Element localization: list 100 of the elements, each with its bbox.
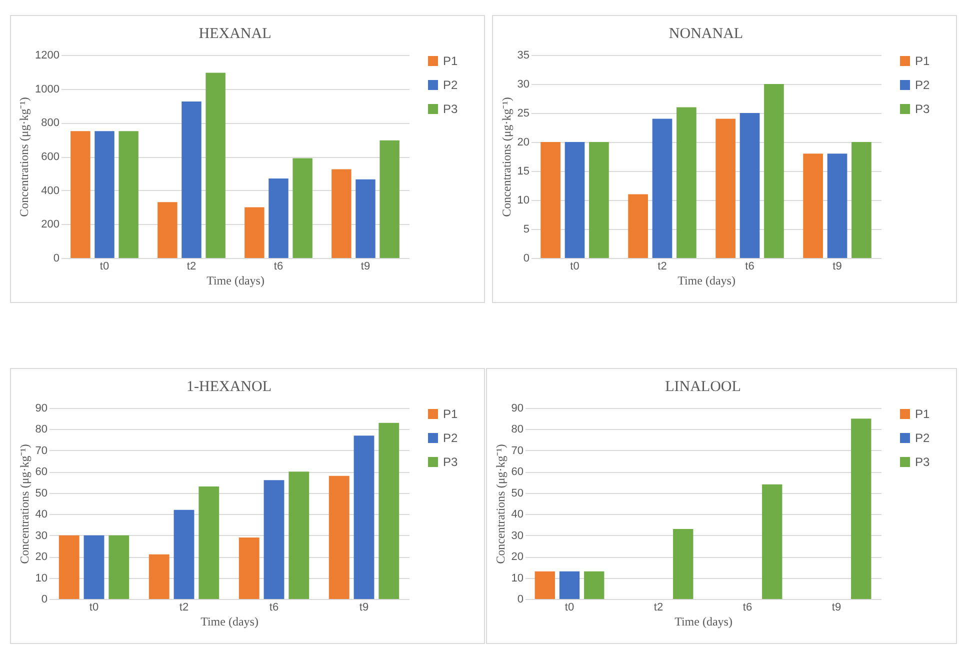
chart-title: LINALOOL [665,379,741,395]
x-tick-label: t6 [269,602,279,614]
bar [564,142,585,258]
legend-label: P1 [915,54,930,68]
legend-label: P3 [915,102,930,116]
x-tick-label: t9 [359,602,369,614]
bar [740,113,760,258]
y-tick-label: 70 [35,444,48,457]
bar [559,571,580,599]
legend-label: P3 [915,455,930,469]
bar [94,131,114,258]
y-tick-label: 20 [35,551,48,564]
x-tick-label: t2 [179,602,189,614]
y-tick-label: 10 [35,572,48,584]
bar [268,178,288,258]
bar [174,510,194,599]
bar [182,102,202,258]
bar [676,107,696,258]
bar [652,118,672,258]
bar [803,154,823,258]
bar [58,535,80,599]
chart-title: 1-HEXANOL [186,379,272,395]
y-tick-label: 30 [517,78,530,90]
y-tick-label: 90 [511,402,524,414]
x-tick-label: t9 [832,602,842,614]
bar [356,179,376,258]
bar [851,418,872,599]
legend-label: P2 [915,431,930,445]
bar [198,486,220,599]
bar [540,142,560,258]
x-tick-label: t0 [89,602,99,614]
bar [716,118,736,258]
x-tick-label: t2 [654,602,664,614]
y-axis-title: Concentrations (μg·kg⁻¹) [499,97,514,217]
x-tick-label: t0 [100,260,110,272]
y-tick-label: 400 [41,184,60,197]
bar [762,484,782,599]
x-axis-title: Time (days) [674,614,732,628]
bar [206,72,226,258]
y-tick-label: 30 [511,530,524,542]
x-tick-label: t9 [360,260,370,272]
bar [148,554,170,599]
x-tick-label: t0 [570,260,580,272]
y-tick-label: 70 [511,444,524,457]
bar [584,571,604,599]
chart-title: HEXANAL [198,26,272,42]
x-tick-label: t6 [742,602,752,614]
x-tick-label: t6 [274,260,284,272]
y-tick-label: 0 [41,594,48,606]
legend-label: P1 [915,407,930,421]
bar [328,476,350,599]
bar [589,142,609,258]
y-tick-label: 50 [511,487,524,500]
bar [118,131,138,258]
y-tick-label: 0 [53,252,60,264]
y-tick-label: 10 [517,194,530,206]
y-tick-label: 30 [35,530,48,542]
y-tick-label: 25 [517,108,530,120]
y-tick-label: 5 [523,224,530,236]
bar [378,422,400,599]
bar [354,436,374,599]
y-tick-label: 600 [41,151,60,163]
bar [332,169,352,258]
x-axis-title: Time (days) [678,274,736,288]
x-tick-label: t6 [745,260,754,272]
y-tick-label: 0 [517,594,524,606]
legend-label: P2 [443,78,458,92]
bar [238,537,260,599]
y-tick-label: 1000 [35,83,60,96]
y-tick-label: 80 [511,424,524,436]
x-axis-title: Time (days) [206,274,264,288]
bar [534,571,555,599]
x-tick-label: t0 [564,602,574,614]
y-tick-label: 90 [35,402,48,414]
bar [827,154,848,258]
bar [264,480,284,599]
y-tick-label: 200 [41,218,60,231]
y-tick-label: 10 [511,572,524,584]
bar [292,158,312,258]
y-tick-label: 800 [41,117,60,130]
bar [108,535,130,599]
y-axis-title: Concentrations (μg·kg⁻¹) [17,444,32,564]
legend-label: P3 [443,102,458,116]
x-tick-label: t2 [186,260,196,272]
y-tick-label: 40 [35,508,48,521]
y-tick-label: 20 [517,136,530,148]
legend-label: P1 [443,54,458,68]
legend-label: P2 [443,431,458,445]
y-tick-label: 40 [511,508,524,521]
y-tick-label: 0 [523,252,530,264]
y-tick-label: 20 [511,551,524,564]
x-tick-label: t2 [658,260,667,272]
legend-label: P3 [443,455,458,469]
y-axis-title: Concentrations (μg·kg⁻¹) [17,97,32,217]
bar [84,535,104,599]
y-axis-title: Concentrations (μg·kg⁻¹) [493,444,508,564]
legend-label: P1 [443,407,458,421]
bar [158,202,178,258]
y-tick-label: 15 [517,166,530,178]
y-tick-label: 60 [511,466,524,478]
